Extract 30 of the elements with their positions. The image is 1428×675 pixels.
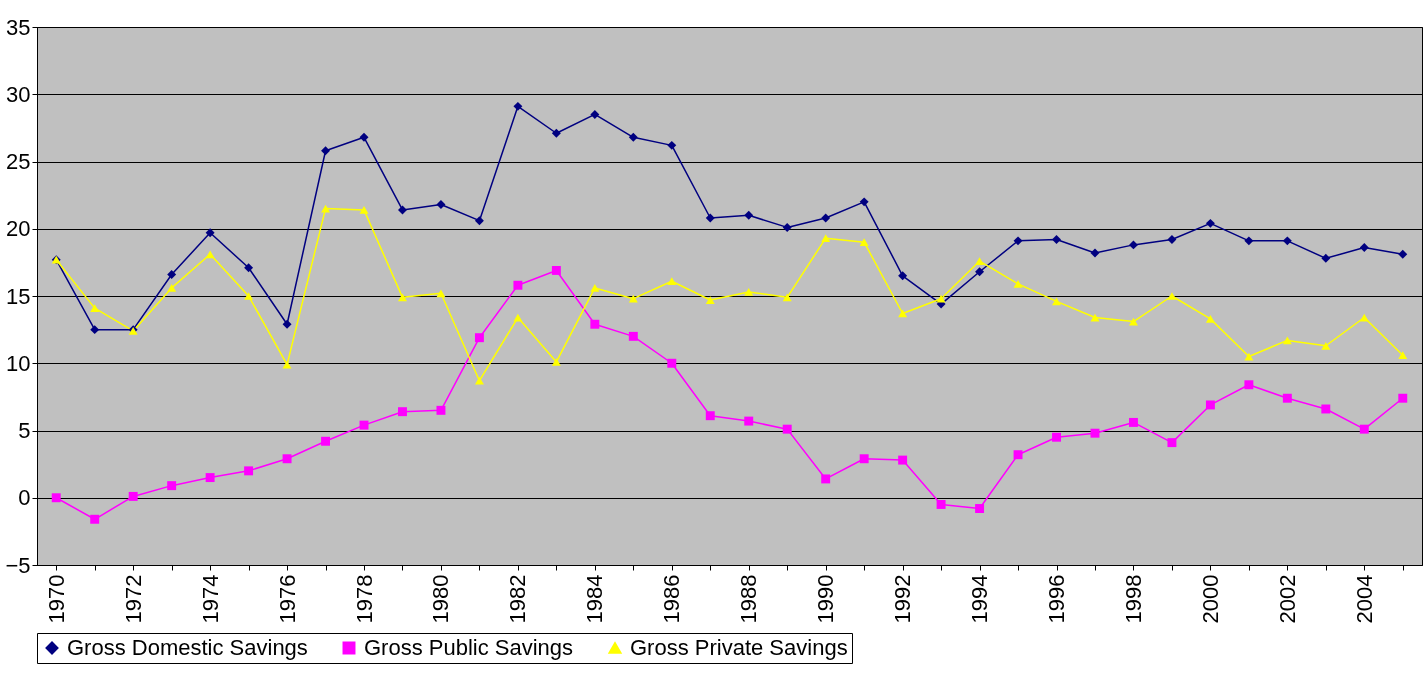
y-tick-label: 20: [6, 216, 31, 242]
y-tick-label: 10: [6, 350, 31, 376]
legend-label: Gross Private Savings: [630, 635, 848, 660]
x-tick-label: 1994: [967, 574, 993, 624]
y-tick-label: 35: [6, 14, 31, 40]
x-tick-label: 1974: [197, 574, 223, 624]
x-tick-label: 1984: [582, 574, 608, 624]
x-tick-label: 1976: [274, 574, 300, 624]
x-tick-label: 1986: [659, 574, 685, 624]
x-tick-label: 2002: [1274, 574, 1300, 624]
y-tick-label: 30: [6, 81, 31, 107]
x-tick-label: 1970: [43, 574, 69, 624]
x-tick-label: 1996: [1044, 574, 1070, 624]
x-tick-label: 1990: [813, 574, 839, 624]
x-tick-label: 1992: [890, 574, 916, 624]
x-tick-label: 2000: [1197, 574, 1223, 624]
legend-label: Gross Public Savings: [364, 635, 574, 660]
x-tick-label: 1972: [120, 574, 146, 624]
x-tick-label: 1978: [351, 574, 377, 624]
y-tick-label: 15: [6, 283, 31, 309]
x-tick-label: 1980: [428, 574, 454, 624]
x-tick-label: 2004: [1351, 574, 1377, 624]
y-tick-label: 5: [18, 418, 31, 443]
x-tick-label: 1998: [1120, 574, 1146, 624]
y-tick-label: −5: [5, 552, 31, 578]
y-tick-label: 0: [18, 485, 31, 511]
x-tick-label: 1988: [736, 574, 762, 624]
y-tick-label: 25: [6, 149, 31, 174]
legend-label: Gross Domestic Savings: [67, 635, 308, 660]
x-tick-label: 1982: [505, 574, 531, 624]
